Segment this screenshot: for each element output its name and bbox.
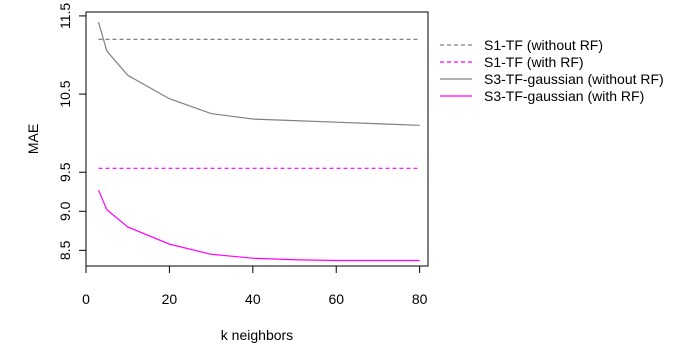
x-tick-label: 80 (412, 291, 428, 307)
y-tick-label: 8.5 (57, 240, 73, 260)
y-tick-label: 11.5 (57, 3, 73, 29)
y-axis-label: MAE (25, 124, 41, 154)
x-tick-label: 40 (245, 291, 261, 307)
x-axis-label: k neighbors (221, 327, 293, 343)
plot-frame (85, 11, 429, 267)
legend-label: S3-TF-gaussian (without RF) (484, 71, 664, 87)
y-tick-label: 9.5 (57, 162, 73, 182)
x-axis: 0 20 40 60 80 (82, 266, 428, 307)
x-tick-label: 20 (162, 291, 178, 307)
legend: S1-TF (without RF)S1-TF (with RF)S3-TF-g… (440, 37, 664, 104)
x-tick-label: 0 (82, 291, 90, 307)
y-tick-label: 9.0 (57, 201, 73, 221)
x-tick-label: 60 (328, 291, 344, 307)
series-line (97, 189, 420, 262)
y-tick-label: 10.5 (57, 80, 73, 107)
series-line (97, 21, 420, 126)
legend-label: S3-TF-gaussian (with RF) (484, 88, 644, 104)
legend-label: S1-TF (with RF) (484, 54, 584, 70)
legend-label: S1-TF (without RF) (484, 37, 603, 53)
series-layer (97, 21, 420, 262)
y-axis: 8.5 9.0 9.5 10.5 11.5 (57, 3, 86, 260)
